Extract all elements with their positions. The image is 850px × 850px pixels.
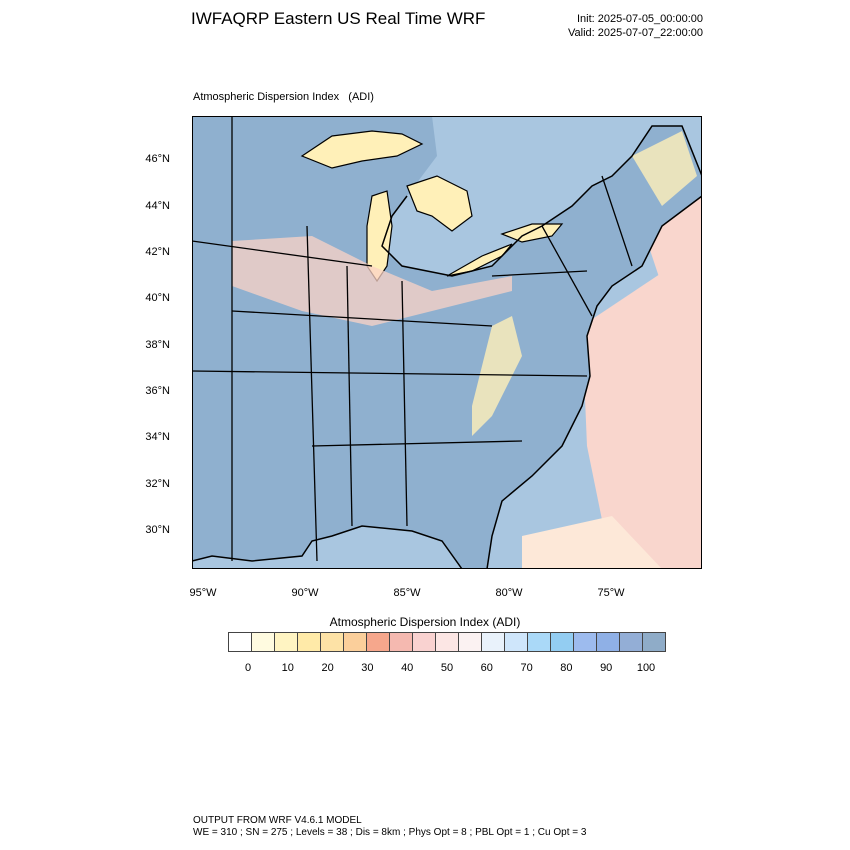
lat-label: 38°N xyxy=(145,339,170,351)
lake-ontario xyxy=(500,223,564,243)
lat-label: 34°N xyxy=(145,431,170,443)
colorbar-tick-label: 30 xyxy=(361,662,374,674)
colorbar-cell xyxy=(275,633,298,651)
colorbar-cell xyxy=(229,633,252,651)
colorbar-cell xyxy=(459,633,482,651)
colorbar-cell xyxy=(482,633,505,651)
colorbar-cell xyxy=(344,633,367,651)
plot-subtitle: Atmospheric Dispersion Index (ADI) xyxy=(193,91,374,103)
colorbar-cell xyxy=(574,633,597,651)
colorbar-cell xyxy=(390,633,413,651)
colorbar-cell xyxy=(551,633,574,651)
model-footer: OUTPUT FROM WRF V4.6.1 MODEL WE = 310 ; … xyxy=(193,815,586,839)
lon-label: 90°W xyxy=(291,587,319,599)
colorbar-cell xyxy=(367,633,390,651)
lake-superior xyxy=(300,130,424,169)
colorbar-cell xyxy=(436,633,459,651)
lat-label: 46°N xyxy=(145,153,170,165)
footer-line-1: OUTPUT FROM WRF V4.6.1 MODEL xyxy=(193,815,362,826)
colorbar-tick-label: 50 xyxy=(440,662,454,674)
land-area xyxy=(192,116,702,569)
lat-label: 40°N xyxy=(145,292,170,304)
colorbar-cell xyxy=(321,633,344,651)
colorbar-tick-label: 40 xyxy=(401,662,414,674)
colorbar-tick-label: 70 xyxy=(520,662,533,674)
lon-label: 95°W xyxy=(189,587,217,599)
lat-label: 32°N xyxy=(145,478,170,490)
coastline xyxy=(381,125,702,569)
colorbar xyxy=(228,632,666,652)
colorbar-cell xyxy=(413,633,436,651)
lat-label: 36°N xyxy=(145,385,170,397)
colorbar-tick-label: 60 xyxy=(480,662,493,674)
lon-label: 85°W xyxy=(393,587,421,599)
colorbar-cell xyxy=(643,633,665,651)
colorbar-cell xyxy=(252,633,275,651)
ocean-poor-zone xyxy=(582,246,702,569)
fair-dispersion-maine xyxy=(632,131,697,206)
fair-dispersion-appalachia xyxy=(472,316,522,436)
colorbar-tick-label: 100 xyxy=(636,662,656,674)
colorbar-tick-label: 10 xyxy=(281,662,294,674)
state-boundaries xyxy=(192,116,633,562)
colorbar-cell xyxy=(298,633,321,651)
footer-line-2: WE = 310 ; SN = 275 ; Levels = 38 ; Dis … xyxy=(193,827,587,838)
init-time: Init: 2025-07-05_00:00:00 xyxy=(577,13,703,25)
colorbar-tick-label: 20 xyxy=(321,662,334,674)
map-border xyxy=(192,116,702,569)
lat-label: 44°N xyxy=(145,200,170,212)
colorbar-cell xyxy=(505,633,528,651)
lat-label: 30°N xyxy=(145,524,170,536)
lon-label: 80°W xyxy=(495,587,523,599)
lake-huron xyxy=(406,175,473,232)
colorbar-cell xyxy=(597,633,620,651)
colorbar-tick-label: 0 xyxy=(244,662,252,674)
colorbar-cell xyxy=(620,633,643,651)
main-title: IWFAQRP Eastern US Real Time WRF xyxy=(191,9,486,28)
ocean-south-zone xyxy=(522,516,662,569)
lon-label: 75°W xyxy=(597,587,625,599)
adi-map xyxy=(192,116,702,569)
poor-dispersion-band xyxy=(232,236,512,326)
gulf-coastline xyxy=(192,525,463,569)
valid-time: Valid: 2025-07-07_22:00:00 xyxy=(568,27,703,39)
colorbar-tick-label: 80 xyxy=(560,662,573,674)
colorbar-title: Atmospheric Dispersion Index (ADI) xyxy=(329,615,521,629)
lat-label: 42°N xyxy=(145,246,170,258)
colorbar-cell xyxy=(528,633,551,651)
colorbar-tick-label: 90 xyxy=(600,662,613,674)
